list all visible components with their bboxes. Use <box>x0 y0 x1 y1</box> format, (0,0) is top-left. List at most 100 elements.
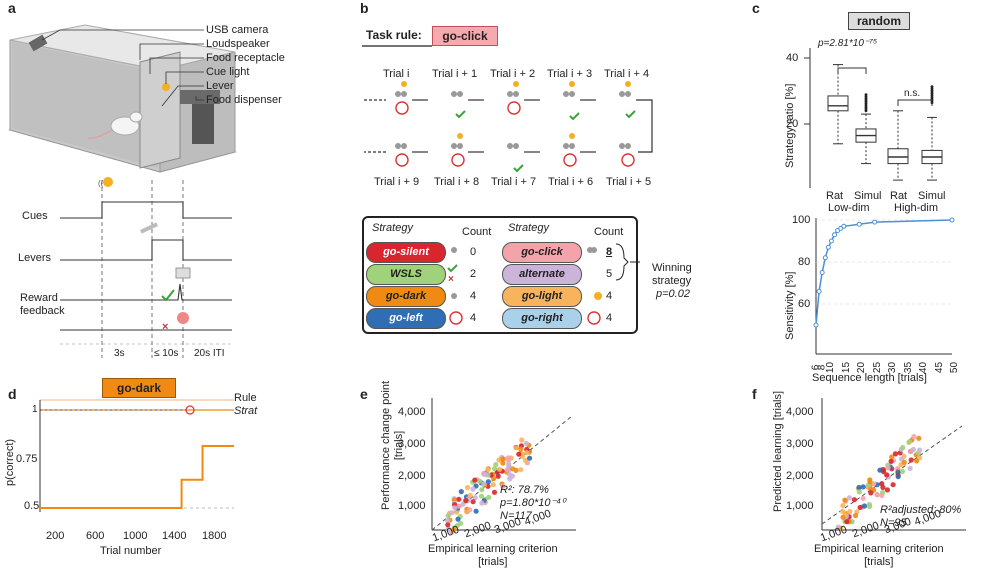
scatter-point <box>867 479 873 485</box>
strategy-wsls: WSLS <box>366 264 446 285</box>
winning-strategy-pvalue: p=0.02 <box>656 288 690 300</box>
sensitivity-ytick: 80 <box>798 256 811 268</box>
panel-label-a: a <box>8 0 16 16</box>
scatter-point <box>456 496 462 502</box>
scatter-e-stats: R²: 78.7% p=1.80*10⁻⁴⁰ N=117 <box>500 484 566 522</box>
scatter-f-ytick: 3,000 <box>786 438 814 450</box>
scatter-point <box>871 481 877 487</box>
apparatus-label: Food dispenser <box>206 94 282 106</box>
sensitivity-chart <box>813 217 955 355</box>
sensitivity-ytick: 100 <box>792 214 811 226</box>
scatter-point <box>899 468 905 474</box>
scatter-point <box>458 489 464 495</box>
scatter-point <box>857 504 863 511</box>
sensitivity-ytick: 60 <box>798 298 811 310</box>
scatter-point <box>916 435 922 441</box>
box-outlier <box>930 85 934 88</box>
scatter-e-ytick: 3,000 <box>398 438 426 450</box>
scatter-point <box>485 479 491 485</box>
scatter-point <box>840 502 846 509</box>
scatter-point <box>473 508 479 514</box>
pcorrect-xtick: 1000 <box>123 530 148 542</box>
boxplot-group: Simul <box>918 190 946 202</box>
scatter-e-ytick: 4,000 <box>398 406 426 418</box>
scatter-point <box>513 445 519 451</box>
scatter-point <box>888 458 894 464</box>
scatter-point <box>519 437 525 443</box>
scatter-point <box>478 493 485 499</box>
sensitivity-point <box>841 223 847 229</box>
scatter-point <box>516 451 522 457</box>
legend-rule: Rule <box>234 392 257 404</box>
scatter-point <box>868 490 874 496</box>
scatter-point <box>491 489 498 495</box>
scatter-point <box>518 446 524 452</box>
pcorrect-ytick: 1 <box>32 404 38 415</box>
boxplot-group-label: Low-dim <box>828 202 870 214</box>
strategy-count: 4 <box>470 312 477 324</box>
scatter-point <box>911 434 917 440</box>
scatter-point <box>907 448 913 455</box>
scatter-point <box>453 509 460 515</box>
strategy-header: Strategy <box>508 222 549 234</box>
sensitivity-point <box>856 221 862 227</box>
scatter-point <box>884 472 890 478</box>
scatter-point <box>472 495 478 501</box>
scatter-point <box>500 456 506 462</box>
sensitivity-xtick: 45 <box>933 361 945 374</box>
scatter-point <box>906 439 913 445</box>
scatter-point <box>917 447 923 453</box>
scatter-point <box>483 472 489 478</box>
scatter-f-ytick: 4,000 <box>786 406 814 418</box>
timeline-label-reward: Reward <box>20 292 58 304</box>
scatter-point <box>507 476 513 482</box>
timeline-label-levers: Levers <box>18 252 52 264</box>
sensitivity-point <box>819 270 825 275</box>
panel-label-f: f <box>752 386 757 402</box>
scatter-point <box>523 440 529 446</box>
trial-label: Trial i <box>383 68 410 80</box>
scatter-point <box>884 487 890 493</box>
scatter-point <box>861 503 868 509</box>
winning-strategy-label: Winning strategy <box>652 262 692 287</box>
strategy-count: 8 <box>606 246 613 258</box>
scatter-point <box>908 457 914 463</box>
scatter-point <box>901 459 907 465</box>
scatter-point <box>518 467 524 473</box>
strategy-header: Strategy <box>372 222 413 234</box>
scatter-point <box>510 466 516 472</box>
scatter-point <box>879 481 885 487</box>
scatter-point <box>477 478 483 484</box>
trial-label: Trial i + 4 <box>604 68 650 80</box>
boxplot-group: Rat <box>890 190 908 202</box>
legend-strat: Strat <box>234 405 258 417</box>
trial-label: Trial i + 2 <box>490 68 536 80</box>
pcorrect-ytick: 0.75 <box>16 453 38 465</box>
camera-icon <box>28 34 48 52</box>
box-body <box>887 148 909 165</box>
trial-label: Trial i + 3 <box>547 68 593 80</box>
timeline-label-feedback: feedback <box>20 305 65 317</box>
check-icon <box>161 289 175 302</box>
scatter-point <box>445 526 451 532</box>
boxplot-ytick: 40 <box>786 52 799 64</box>
scatter-point <box>444 518 451 524</box>
apparatus-label: Loudspeaker <box>206 38 270 50</box>
scatter-point <box>500 483 506 489</box>
sensitivity-point <box>828 238 834 244</box>
sensitivity-point <box>832 232 838 238</box>
scatter-f-ytick: 1,000 <box>786 500 814 512</box>
scatter-point <box>451 526 457 533</box>
boxplot-group: Rat <box>826 190 844 202</box>
scatter-point <box>445 522 451 528</box>
scatter-e-ytick: 2,000 <box>398 470 426 482</box>
scatter-point <box>522 457 529 463</box>
scatter-point <box>856 489 862 495</box>
scatter-point <box>496 466 503 472</box>
scatter-point <box>506 471 512 477</box>
scatter-point <box>493 462 499 468</box>
strategy-alternate: alternate <box>502 264 582 285</box>
strategy-count: 0 <box>470 246 477 258</box>
sensitivity-point <box>822 255 828 261</box>
condition-title: random <box>848 12 910 30</box>
